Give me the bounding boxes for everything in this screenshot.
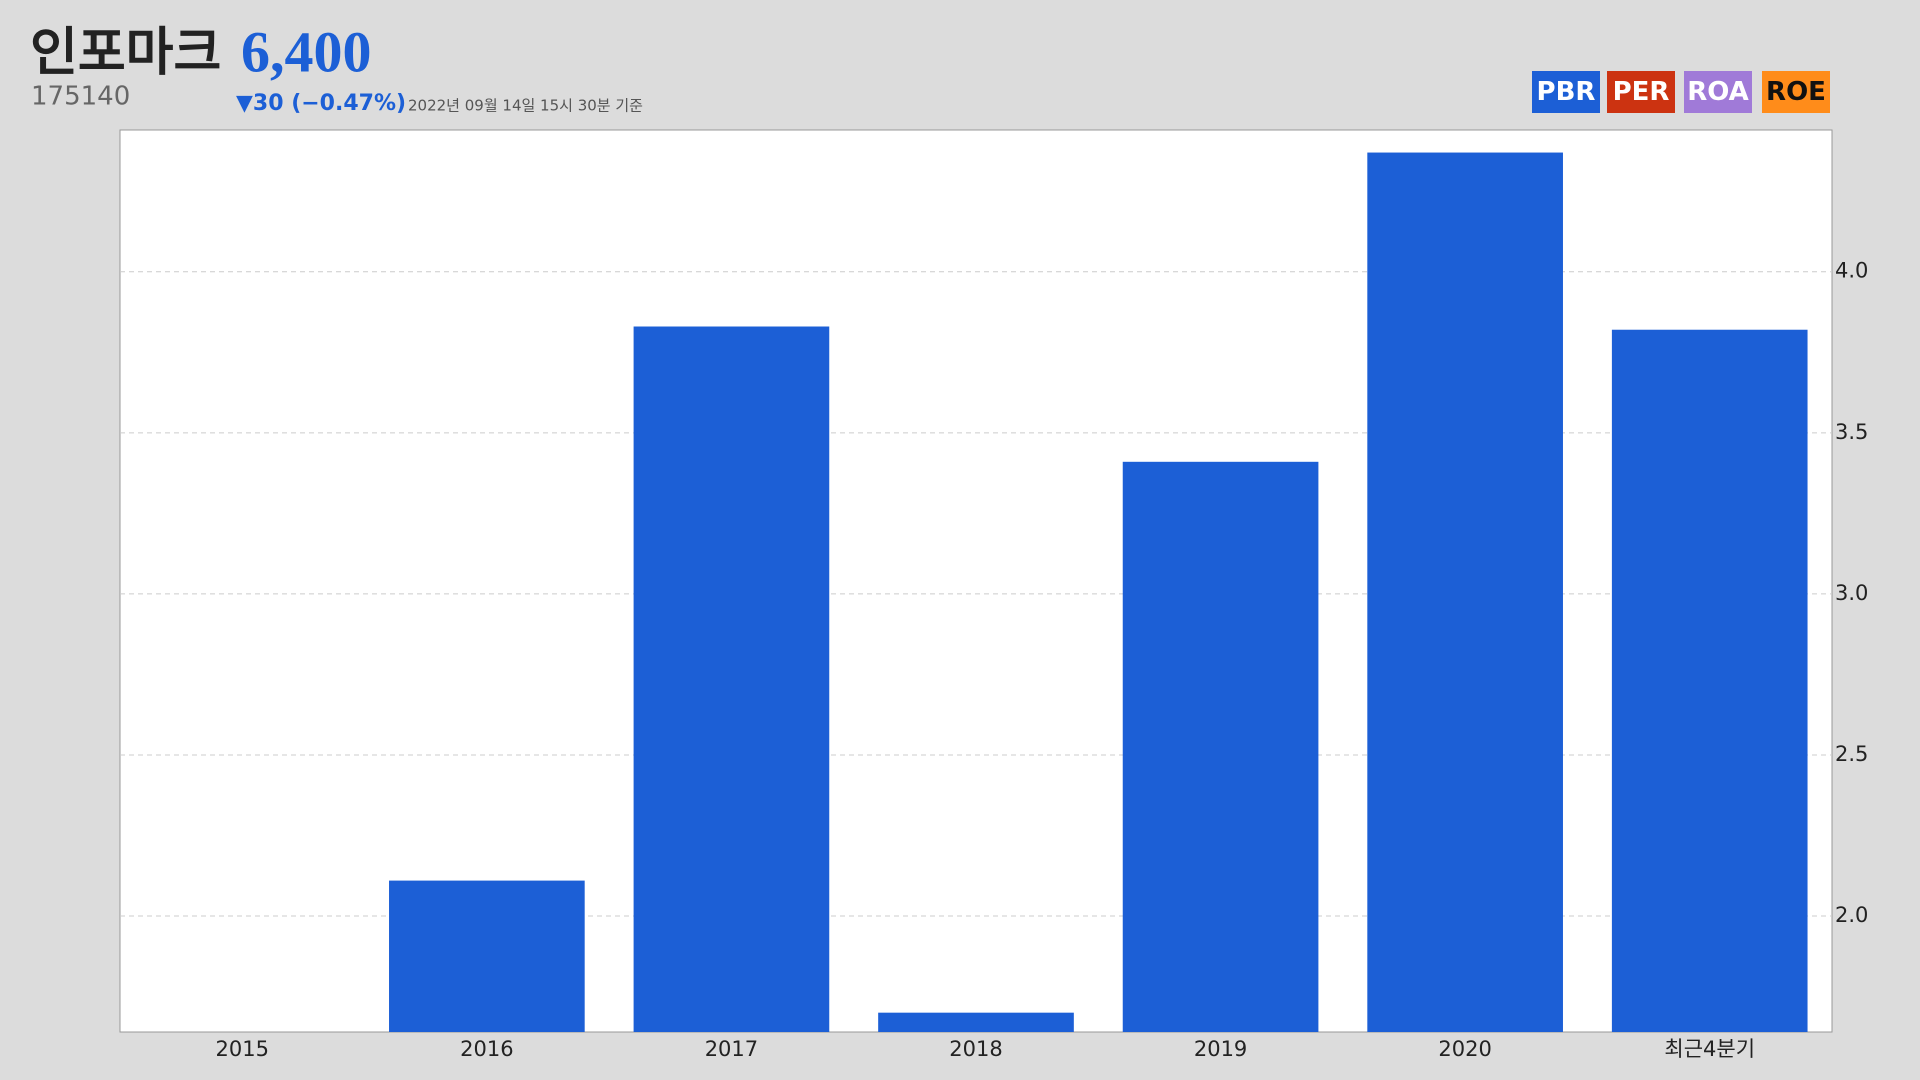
price-change: ▼30 (−0.47%) [236,91,406,116]
x-tick-label: 2016 [460,1037,513,1061]
company-name: 인포마크 [30,23,221,83]
metric-button[interactable]: ROA [1684,71,1752,113]
y-tick-label: 3.0 [1835,581,1868,605]
x-tick-label: 최근4분기 [1664,1037,1755,1061]
bar [1611,329,1808,1032]
y-tick-label: 3.5 [1835,420,1868,444]
bar [1122,461,1319,1032]
x-tick-label: 2020 [1438,1037,1491,1061]
bar [389,880,585,1032]
x-tick-label: 2015 [216,1037,269,1061]
bar [1367,152,1563,1033]
y-tick-label: 4.0 [1835,259,1868,283]
price: 6,400 [241,19,372,84]
timestamp: 2022년 09월 14일 15시 30분 기준 [408,97,643,115]
x-tick-label: 2018 [949,1037,1002,1061]
x-tick-label: 2019 [1194,1037,1247,1061]
x-tick-label: 2017 [705,1037,758,1061]
metric-button[interactable]: ROE [1762,71,1830,113]
y-tick-label: 2.0 [1835,903,1868,927]
metric-button[interactable]: PER [1607,71,1675,113]
bar [633,326,830,1032]
metric-button[interactable]: PBR [1532,71,1600,113]
bar [878,1012,1074,1032]
stock-code: 175140 [31,82,130,112]
y-tick-label: 2.5 [1835,742,1868,766]
plot-area [119,129,1833,1033]
